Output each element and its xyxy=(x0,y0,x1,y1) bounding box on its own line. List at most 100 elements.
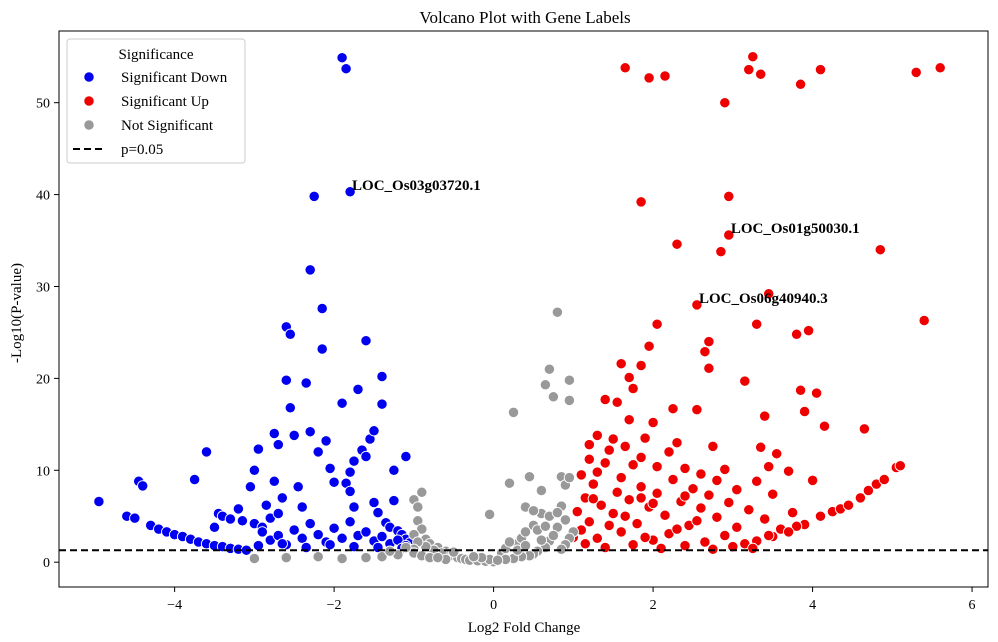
data-point xyxy=(790,328,803,340)
data-point xyxy=(376,398,388,410)
data-point xyxy=(782,465,795,477)
gene-label: LOC_Os01g50030.1 xyxy=(731,221,860,237)
data-point xyxy=(563,394,576,407)
legend-marker xyxy=(83,71,95,83)
data-point xyxy=(539,520,552,532)
data-point xyxy=(671,523,683,535)
data-point xyxy=(755,441,767,453)
data-point xyxy=(284,402,296,414)
legend-entries: Significant Down Significant Up Not Signif… xyxy=(73,70,228,158)
data-point xyxy=(603,444,615,456)
data-point xyxy=(810,387,823,399)
legend-box xyxy=(66,38,246,164)
y-tick-label: 40 xyxy=(36,189,50,204)
data-point xyxy=(794,78,807,90)
data-point xyxy=(858,423,871,435)
data-point xyxy=(336,552,348,565)
data-point xyxy=(842,499,855,511)
data-point xyxy=(635,359,647,372)
data-point xyxy=(304,426,316,438)
data-point xyxy=(743,63,755,76)
data-point xyxy=(551,506,564,519)
data-point xyxy=(304,517,316,530)
data-point xyxy=(818,420,831,432)
data-point xyxy=(627,459,639,471)
data-point xyxy=(739,375,751,387)
legend-label: p=0.05 xyxy=(121,142,163,158)
data-point xyxy=(268,427,280,440)
data-point xyxy=(188,473,201,486)
data-point xyxy=(304,264,316,276)
data-point xyxy=(767,488,779,500)
y-axis: 0 10 20 30 40 50 xyxy=(36,97,59,571)
data-point xyxy=(93,495,105,508)
chart-title: Volcano Plot with Gene Labels xyxy=(419,8,630,27)
data-point xyxy=(755,68,767,80)
data-point xyxy=(340,63,352,75)
data-point xyxy=(296,532,308,544)
data-point xyxy=(583,438,595,451)
data-point xyxy=(794,384,807,396)
data-point xyxy=(432,551,444,564)
data-point xyxy=(316,302,328,315)
data-point xyxy=(663,446,675,458)
data-point xyxy=(244,481,257,493)
data-point xyxy=(352,383,364,396)
data-point xyxy=(651,460,663,473)
y-tick-label: 30 xyxy=(36,280,50,295)
data-point xyxy=(659,509,671,521)
data-point xyxy=(368,425,380,437)
legend-marker xyxy=(83,95,95,107)
data-point xyxy=(763,460,775,473)
data-point xyxy=(607,433,619,445)
data-point xyxy=(691,403,703,416)
data-point xyxy=(631,517,643,530)
data-point xyxy=(448,546,460,558)
data-point xyxy=(647,497,659,510)
data-point xyxy=(551,306,564,318)
data-point xyxy=(507,406,520,419)
data-point xyxy=(719,529,731,542)
data-point xyxy=(719,97,731,109)
data-point xyxy=(268,475,280,487)
data-point xyxy=(615,526,627,538)
x-tick-label: 6 xyxy=(969,598,976,613)
data-point xyxy=(360,551,372,564)
data-point xyxy=(814,510,827,522)
data-point xyxy=(854,492,867,504)
data-point xyxy=(336,532,348,544)
data-point xyxy=(798,405,811,418)
y-tick-label: 0 xyxy=(43,556,50,571)
data-point xyxy=(344,516,356,528)
data-point xyxy=(260,499,272,511)
data-point xyxy=(292,481,304,493)
data-point xyxy=(563,374,576,386)
data-point xyxy=(559,514,572,526)
x-tick-label: −2 xyxy=(327,598,342,613)
data-point xyxy=(802,324,815,337)
data-point xyxy=(806,474,819,487)
data-point xyxy=(723,496,735,509)
data-point xyxy=(224,513,237,525)
data-point xyxy=(416,486,428,498)
data-point xyxy=(918,314,930,327)
legend: Significance Significant DownSignificant… xyxy=(66,38,246,164)
data-point xyxy=(671,437,683,449)
data-point xyxy=(348,455,360,467)
data-point xyxy=(320,435,332,447)
data-point xyxy=(751,475,763,487)
data-point xyxy=(308,190,320,203)
data-point xyxy=(679,490,691,502)
data-point xyxy=(731,483,743,496)
data-point xyxy=(288,429,300,442)
data-point xyxy=(607,507,619,520)
data-point xyxy=(759,410,771,422)
data-point xyxy=(324,462,336,475)
data-point xyxy=(579,538,591,550)
data-point xyxy=(376,370,388,383)
data-point xyxy=(874,244,886,256)
data-point xyxy=(894,460,906,472)
data-point xyxy=(862,484,875,497)
data-point xyxy=(699,536,711,548)
